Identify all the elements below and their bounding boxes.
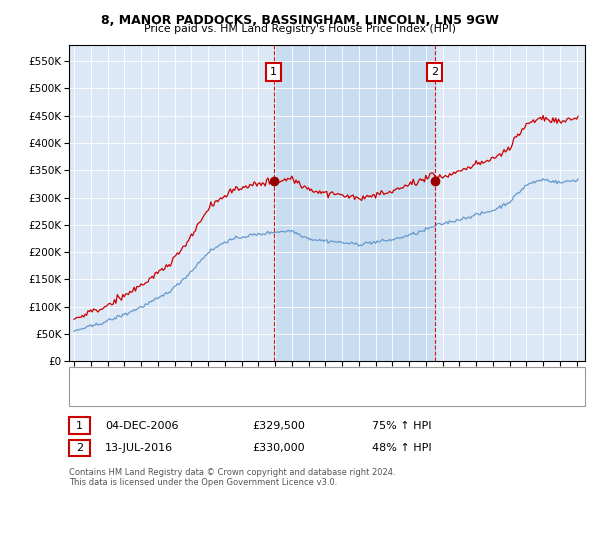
Text: 48% ↑ HPI: 48% ↑ HPI (372, 443, 431, 453)
Text: 2: 2 (431, 67, 438, 77)
Text: 13-JUL-2016: 13-JUL-2016 (105, 443, 173, 453)
Text: —: — (104, 382, 124, 402)
Text: £329,500: £329,500 (252, 421, 305, 431)
Text: HPI: Average price, detached house, North Kesteven: HPI: Average price, detached house, Nort… (135, 387, 391, 397)
Text: Price paid vs. HM Land Registry's House Price Index (HPI): Price paid vs. HM Land Registry's House … (144, 24, 456, 34)
Text: —: — (104, 367, 124, 386)
Text: 8, MANOR PADDOCKS, BASSINGHAM, LINCOLN, LN5 9GW (detached house): 8, MANOR PADDOCKS, BASSINGHAM, LINCOLN, … (135, 371, 504, 381)
Text: Contains HM Land Registry data © Crown copyright and database right 2024.
This d: Contains HM Land Registry data © Crown c… (69, 468, 395, 487)
Bar (274, 45, 435, 361)
Text: £330,000: £330,000 (252, 443, 305, 453)
Text: 04-DEC-2006: 04-DEC-2006 (105, 421, 179, 431)
Text: 1: 1 (270, 67, 277, 77)
Text: 2: 2 (76, 443, 83, 453)
Text: 75% ↑ HPI: 75% ↑ HPI (372, 421, 431, 431)
Text: 8, MANOR PADDOCKS, BASSINGHAM, LINCOLN, LN5 9GW: 8, MANOR PADDOCKS, BASSINGHAM, LINCOLN, … (101, 14, 499, 27)
Text: 1: 1 (76, 421, 83, 431)
